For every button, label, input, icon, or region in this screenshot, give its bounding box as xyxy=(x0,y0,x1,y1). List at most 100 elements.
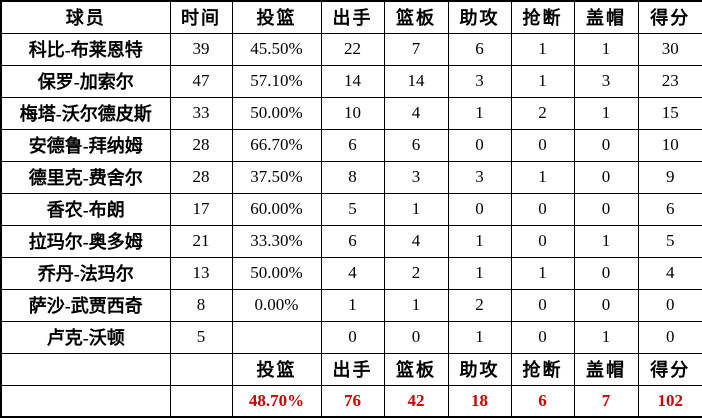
stat-cell-minutes: 33 xyxy=(169,96,233,130)
column-header-fga: 出手 xyxy=(320,0,385,34)
stat-cell-assists: 0 xyxy=(447,192,512,226)
stat-cell-fg-pct: 45.50% xyxy=(231,32,322,66)
stat-cell-points: 0 xyxy=(637,288,702,322)
stat-cell-blocks: 1 xyxy=(573,32,639,66)
stat-cell-blocks: 0 xyxy=(573,160,639,194)
total-points: 102 xyxy=(637,384,702,418)
stat-cell-rebounds: 4 xyxy=(383,96,449,130)
stat-cell-fg-pct: 50.00% xyxy=(231,96,322,130)
stat-cell-steals: 1 xyxy=(510,160,575,194)
stat-cell-minutes: 5 xyxy=(169,320,233,354)
stat-cell-steals: 1 xyxy=(510,64,575,98)
stat-cell-steals: 0 xyxy=(510,288,575,322)
stat-cell-fga: 0 xyxy=(320,320,385,354)
total-blocks: 7 xyxy=(573,384,639,418)
stat-cell-rebounds: 2 xyxy=(383,256,449,290)
empty-cell xyxy=(0,384,171,418)
stat-cell-rebounds: 7 xyxy=(383,32,449,66)
header-row: 球员 时间 投篮 出手 篮板 助攻 抢断 盖帽 得分 xyxy=(0,0,702,34)
stat-cell-points: 5 xyxy=(637,224,702,258)
stat-cell-assists: 2 xyxy=(447,288,512,322)
stat-cell-rebounds: 14 xyxy=(383,64,449,98)
stat-cell-assists: 3 xyxy=(447,160,512,194)
empty-cell xyxy=(169,352,233,386)
stat-cell-points: 9 xyxy=(637,160,702,194)
stat-cell-steals: 0 xyxy=(510,128,575,162)
player-name-cell: 香农-布朗 xyxy=(0,192,171,226)
stat-cell-blocks: 1 xyxy=(573,96,639,130)
totals-header-blocks: 盖帽 xyxy=(573,352,639,386)
stat-cell-points: 15 xyxy=(637,96,702,130)
stat-cell-fg-pct: 66.70% xyxy=(231,128,322,162)
empty-cell xyxy=(169,384,233,418)
stat-cell-points: 0 xyxy=(637,320,702,354)
stat-cell-fg-pct: 37.50% xyxy=(231,160,322,194)
stat-cell-fg-pct: 60.00% xyxy=(231,192,322,226)
player-row: 德里克-费舍尔 28 37.50% 8 3 3 1 0 9 xyxy=(0,160,702,194)
stat-cell-blocks: 3 xyxy=(573,64,639,98)
stat-cell-fg-pct: 57.10% xyxy=(231,64,322,98)
stat-cell-rebounds: 0 xyxy=(383,320,449,354)
stat-cell-rebounds: 6 xyxy=(383,128,449,162)
column-header-rebounds: 篮板 xyxy=(383,0,449,34)
totals-header-steals: 抢断 xyxy=(510,352,575,386)
stat-cell-blocks: 0 xyxy=(573,128,639,162)
player-row: 卢克-沃顿 5 0 0 1 0 1 0 xyxy=(0,320,702,354)
player-row: 香农-布朗 17 60.00% 5 1 0 0 0 6 xyxy=(0,192,702,226)
stat-cell-steals: 1 xyxy=(510,256,575,290)
total-fg-pct: 48.70% xyxy=(231,384,322,418)
stat-cell-minutes: 39 xyxy=(169,32,233,66)
stat-cell-fga: 6 xyxy=(320,224,385,258)
stat-cell-assists: 1 xyxy=(447,224,512,258)
stat-cell-fga: 6 xyxy=(320,128,385,162)
stat-cell-rebounds: 4 xyxy=(383,224,449,258)
player-row: 保罗-加索尔 47 57.10% 14 14 3 1 3 23 xyxy=(0,64,702,98)
stat-cell-points: 4 xyxy=(637,256,702,290)
player-row: 萨沙-武贾西奇 8 0.00% 1 1 2 0 0 0 xyxy=(0,288,702,322)
column-header-steals: 抢断 xyxy=(510,0,575,34)
totals-header-rebounds: 篮板 xyxy=(383,352,449,386)
column-header-points: 得分 xyxy=(637,0,702,34)
stat-cell-fga: 14 xyxy=(320,64,385,98)
stat-cell-assists: 1 xyxy=(447,96,512,130)
stat-cell-steals: 0 xyxy=(510,224,575,258)
stat-cell-assists: 0 xyxy=(447,128,512,162)
stat-cell-minutes: 47 xyxy=(169,64,233,98)
column-header-player: 球员 xyxy=(0,0,171,34)
stat-cell-blocks: 0 xyxy=(573,192,639,226)
empty-cell xyxy=(0,352,171,386)
player-name-cell: 拉玛尔-奥多姆 xyxy=(0,224,171,258)
stat-cell-minutes: 28 xyxy=(169,160,233,194)
stat-cell-fga: 5 xyxy=(320,192,385,226)
stat-cell-fg-pct: 33.30% xyxy=(231,224,322,258)
player-row: 拉玛尔-奥多姆 21 33.30% 6 4 1 0 1 5 xyxy=(0,224,702,258)
stat-cell-minutes: 13 xyxy=(169,256,233,290)
totals-header-row: 投篮 出手 篮板 助攻 抢断 盖帽 得分 xyxy=(0,352,702,386)
stat-cell-minutes: 8 xyxy=(169,288,233,322)
stat-cell-fga: 10 xyxy=(320,96,385,130)
stat-cell-blocks: 0 xyxy=(573,288,639,322)
stat-cell-assists: 6 xyxy=(447,32,512,66)
player-name-cell: 梅塔-沃尔德皮斯 xyxy=(0,96,171,130)
column-header-assists: 助攻 xyxy=(447,0,512,34)
stat-cell-assists: 1 xyxy=(447,320,512,354)
player-name-cell: 卢克-沃顿 xyxy=(0,320,171,354)
player-row: 科比-布莱恩特 39 45.50% 22 7 6 1 1 30 xyxy=(0,32,702,66)
stat-cell-steals: 0 xyxy=(510,192,575,226)
stat-cell-blocks: 1 xyxy=(573,320,639,354)
totals-header-fga: 出手 xyxy=(320,352,385,386)
total-steals: 6 xyxy=(510,384,575,418)
stat-cell-fga: 22 xyxy=(320,32,385,66)
stat-cell-rebounds: 3 xyxy=(383,160,449,194)
stat-cell-rebounds: 1 xyxy=(383,192,449,226)
column-header-blocks: 盖帽 xyxy=(573,0,639,34)
totals-header-fg-pct: 投篮 xyxy=(231,352,322,386)
stat-cell-rebounds: 1 xyxy=(383,288,449,322)
stat-cell-steals: 1 xyxy=(510,32,575,66)
player-name-cell: 德里克-费舍尔 xyxy=(0,160,171,194)
stat-cell-minutes: 28 xyxy=(169,128,233,162)
stat-cell-points: 6 xyxy=(637,192,702,226)
player-row: 乔丹-法玛尔 13 50.00% 4 2 1 1 0 4 xyxy=(0,256,702,290)
total-rebounds: 42 xyxy=(383,384,449,418)
